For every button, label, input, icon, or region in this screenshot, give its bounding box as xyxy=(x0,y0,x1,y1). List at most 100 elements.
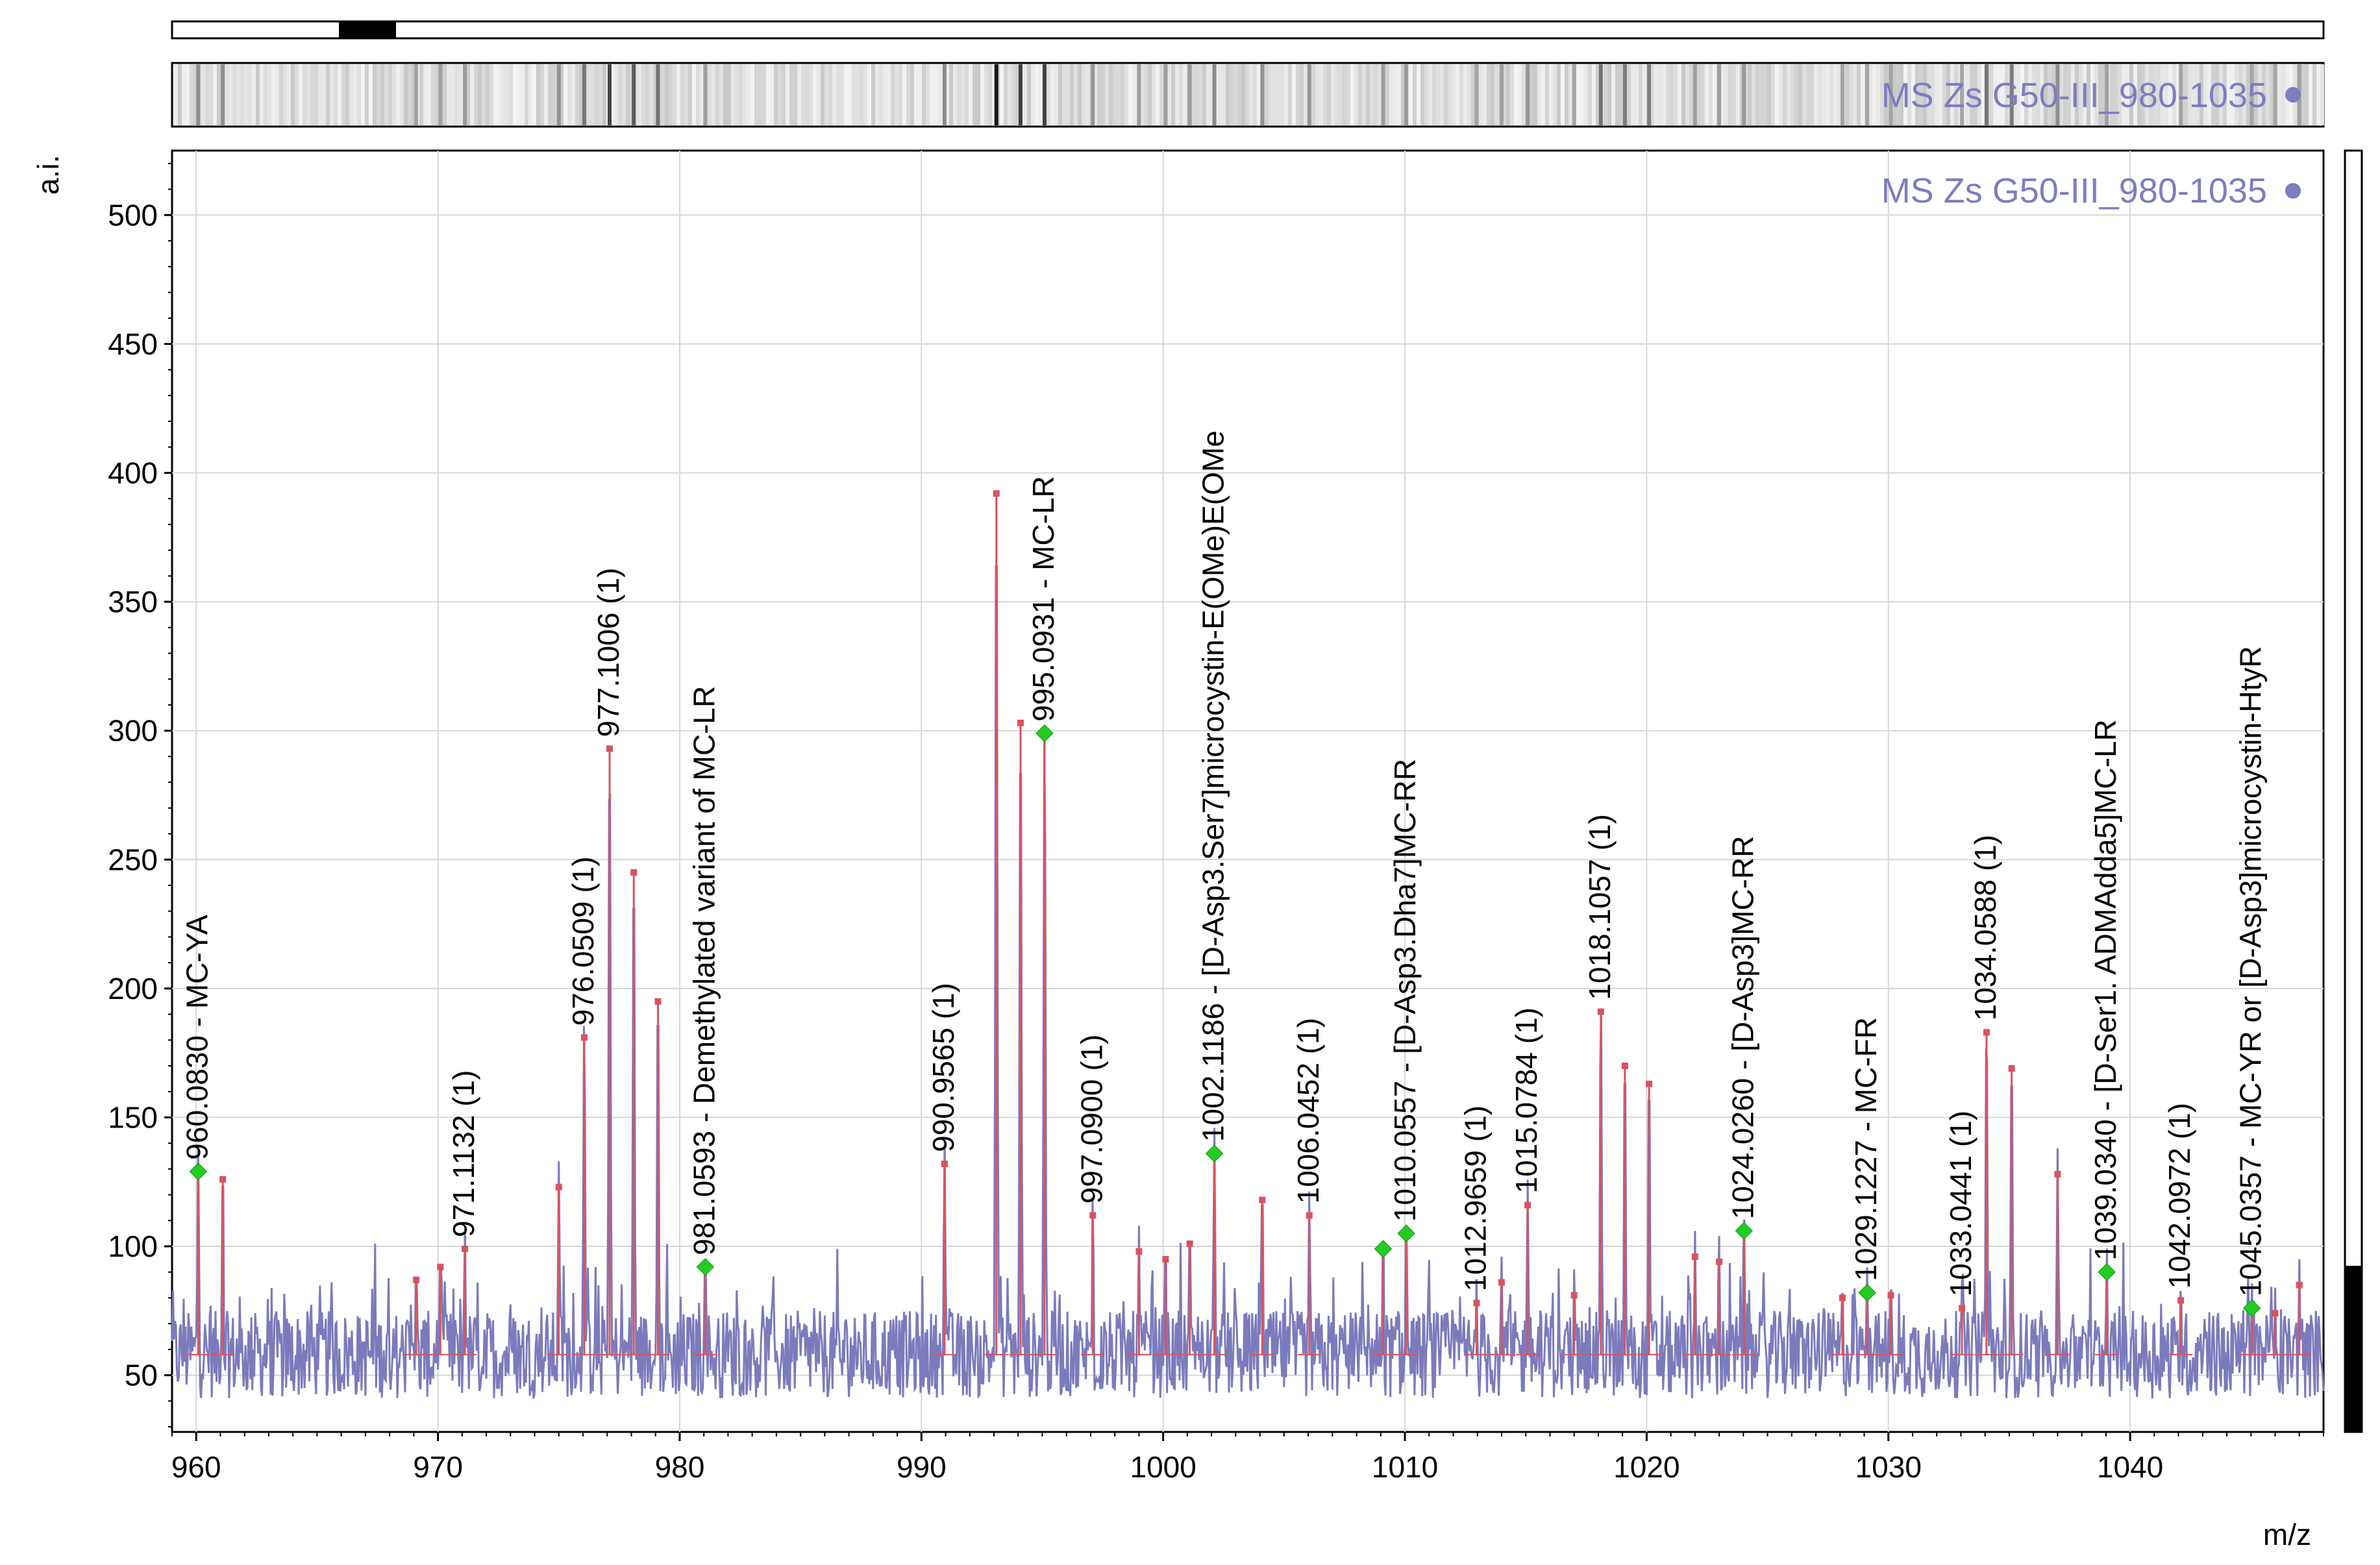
gel-band xyxy=(1553,64,1557,125)
gel-band xyxy=(1868,64,1872,125)
gel-band xyxy=(1732,64,1736,125)
gel-band xyxy=(1818,64,1822,125)
gel-band xyxy=(1004,64,1008,125)
x-tick-label: 1030 xyxy=(1855,1450,1922,1484)
y-axis-label: a.i. xyxy=(31,155,65,195)
gel-band xyxy=(1008,64,1011,125)
peak-marker xyxy=(1524,1201,1531,1209)
gel-band xyxy=(1650,64,1654,125)
gel-band xyxy=(1568,64,1572,125)
gel-band xyxy=(240,64,244,125)
gel-band xyxy=(528,64,532,125)
gel-band xyxy=(1861,64,1865,125)
gel-band xyxy=(922,64,926,125)
identified-peak-marker xyxy=(189,1163,208,1181)
peak-marker xyxy=(462,1246,469,1252)
gel-band xyxy=(2094,64,2098,125)
gel-band xyxy=(1280,64,1284,125)
peak-label: 1018.1057 (1) xyxy=(1583,814,1617,1000)
gel-band xyxy=(248,64,252,125)
gel-band xyxy=(2192,64,2196,125)
gel-band xyxy=(1362,64,1366,125)
gel-band xyxy=(2301,64,2305,125)
gel-band xyxy=(423,64,427,125)
gel-band xyxy=(902,64,906,125)
gel-band xyxy=(844,64,848,125)
gel-band xyxy=(1265,64,1269,125)
gel-band xyxy=(380,64,384,125)
y-tick-label: 50 xyxy=(125,1359,158,1392)
gel-band xyxy=(1047,64,1050,125)
gel-band xyxy=(408,64,412,125)
gel-band xyxy=(1588,64,1592,125)
gel-band xyxy=(914,64,918,125)
gel-band xyxy=(731,64,735,125)
x-tick-label: 1000 xyxy=(1130,1450,1196,1484)
gel-band xyxy=(1210,64,1214,125)
gel-strip-title: MS Zs G50-III_980-1035 xyxy=(1881,76,2267,115)
gel-band xyxy=(1705,64,1709,125)
gel-band xyxy=(1798,64,1802,125)
gel-band xyxy=(2172,64,2176,125)
gel-band xyxy=(1907,64,1911,125)
gel-band xyxy=(856,64,860,125)
gel-band xyxy=(2258,64,2262,125)
gel-band xyxy=(797,64,801,125)
gel-band xyxy=(1444,64,1448,125)
gel-band xyxy=(2005,64,2009,125)
intensity-scrollbar[interactable] xyxy=(2344,149,2363,1433)
gel-band xyxy=(2262,64,2266,125)
peak-marker xyxy=(1839,1294,1846,1301)
gel-band xyxy=(532,64,536,125)
gel-band xyxy=(338,64,341,125)
gel-band xyxy=(1222,64,1226,125)
gel-band xyxy=(1580,64,1584,125)
gel-band xyxy=(1822,64,1826,125)
gel-band xyxy=(692,64,696,125)
gel-band xyxy=(306,64,310,125)
gel-band xyxy=(1374,64,1378,125)
overview-scroll-thumb[interactable] xyxy=(339,21,396,38)
gel-band xyxy=(2059,64,2063,125)
gel-band xyxy=(2044,64,2048,125)
gel-band xyxy=(1082,64,1085,125)
gel-band xyxy=(953,64,957,125)
gel-band xyxy=(1175,64,1179,125)
peak-marker xyxy=(1959,1305,1966,1312)
gel-band xyxy=(852,64,856,125)
overview-scrollbar[interactable] xyxy=(171,20,2325,40)
gel-band xyxy=(754,64,758,125)
gel-band xyxy=(863,64,867,125)
gel-band xyxy=(345,64,349,125)
gel-band xyxy=(1681,64,1685,125)
intensity-scroll-thumb[interactable] xyxy=(2345,1266,2362,1432)
gel-band xyxy=(1670,64,1674,125)
gel-band xyxy=(314,64,318,125)
gel-band xyxy=(2277,64,2281,125)
gel-band xyxy=(1000,64,1004,125)
gel-peak-band xyxy=(1091,64,1095,125)
gel-band xyxy=(1456,64,1459,125)
gel-band xyxy=(762,64,766,125)
gel-band xyxy=(2184,64,2188,125)
gel-band xyxy=(684,64,688,125)
gel-band xyxy=(2013,64,2016,125)
gel-band xyxy=(599,64,602,125)
gel-band xyxy=(708,64,712,125)
gel-band xyxy=(1370,64,1374,125)
gel-band xyxy=(1385,64,1389,125)
identified-peak-marker xyxy=(1858,1283,1876,1302)
gel-peak-band xyxy=(1572,64,1576,125)
gel-band xyxy=(1970,64,1974,125)
peak-marker xyxy=(1089,1212,1097,1219)
gel-band xyxy=(2246,64,2250,125)
gel-band xyxy=(1269,64,1272,125)
gel-band xyxy=(1915,64,1919,125)
gel-band xyxy=(1654,64,1658,125)
gel-band xyxy=(1892,64,1896,125)
gel-band xyxy=(1257,64,1261,125)
gel-band xyxy=(1896,64,1900,125)
gel-band xyxy=(1167,64,1171,125)
gel-band xyxy=(2071,64,2075,125)
gel-band xyxy=(1035,64,1039,125)
